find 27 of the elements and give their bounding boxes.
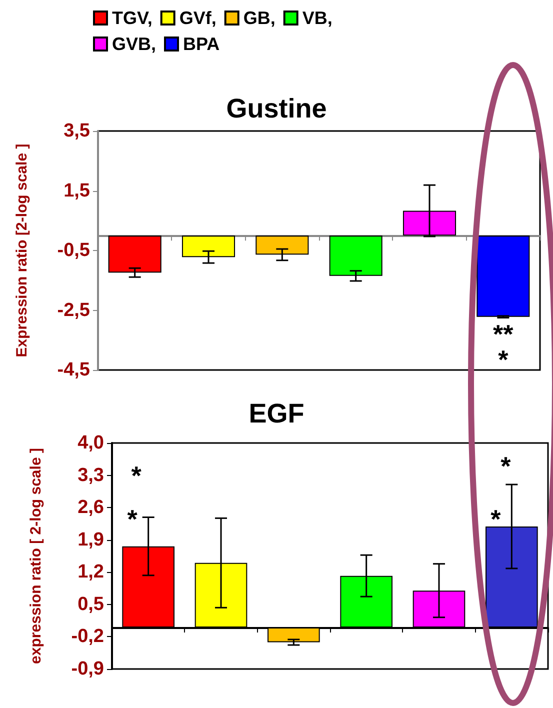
y-tick-label: 1,9: [78, 529, 104, 550]
y-tick-label: 1,5: [64, 180, 90, 202]
annotation: *: [500, 451, 512, 482]
annotation: *: [127, 504, 138, 534]
y-tick-label: 3,5: [64, 120, 90, 142]
y-axis-title: Expression ratio [2-log scale ]: [14, 144, 30, 358]
y-tick-label: 4,0: [78, 432, 104, 454]
y-tick-label: 1,2: [78, 562, 104, 583]
y-axis-title: expression ratio [ 2-log scale ]: [28, 448, 44, 664]
annotation: *: [131, 460, 142, 490]
y-tick-label: 0,5: [78, 594, 104, 615]
y-tick-label: -0,5: [57, 240, 90, 261]
y-tick-label: 2,6: [78, 497, 104, 518]
legend-label: VB,: [302, 8, 332, 28]
legend-label: GVf,: [179, 8, 216, 28]
legend-label: GB,: [243, 8, 276, 28]
y-tick-label: -0,9: [71, 658, 104, 680]
y-tick-label: -2,5: [57, 300, 90, 321]
annotation: *: [490, 504, 502, 534]
legend-label: BPA: [183, 34, 220, 54]
legend-label: GVB,: [112, 34, 156, 54]
y-tick-label: -0,2: [71, 626, 104, 648]
chart-title: EGF: [248, 398, 304, 428]
chart-title: Gustine: [226, 94, 327, 124]
y-tick-label: -4,5: [57, 360, 90, 380]
legend-label: TGV,: [112, 8, 152, 28]
y-tick-label: 3,3: [78, 464, 104, 486]
